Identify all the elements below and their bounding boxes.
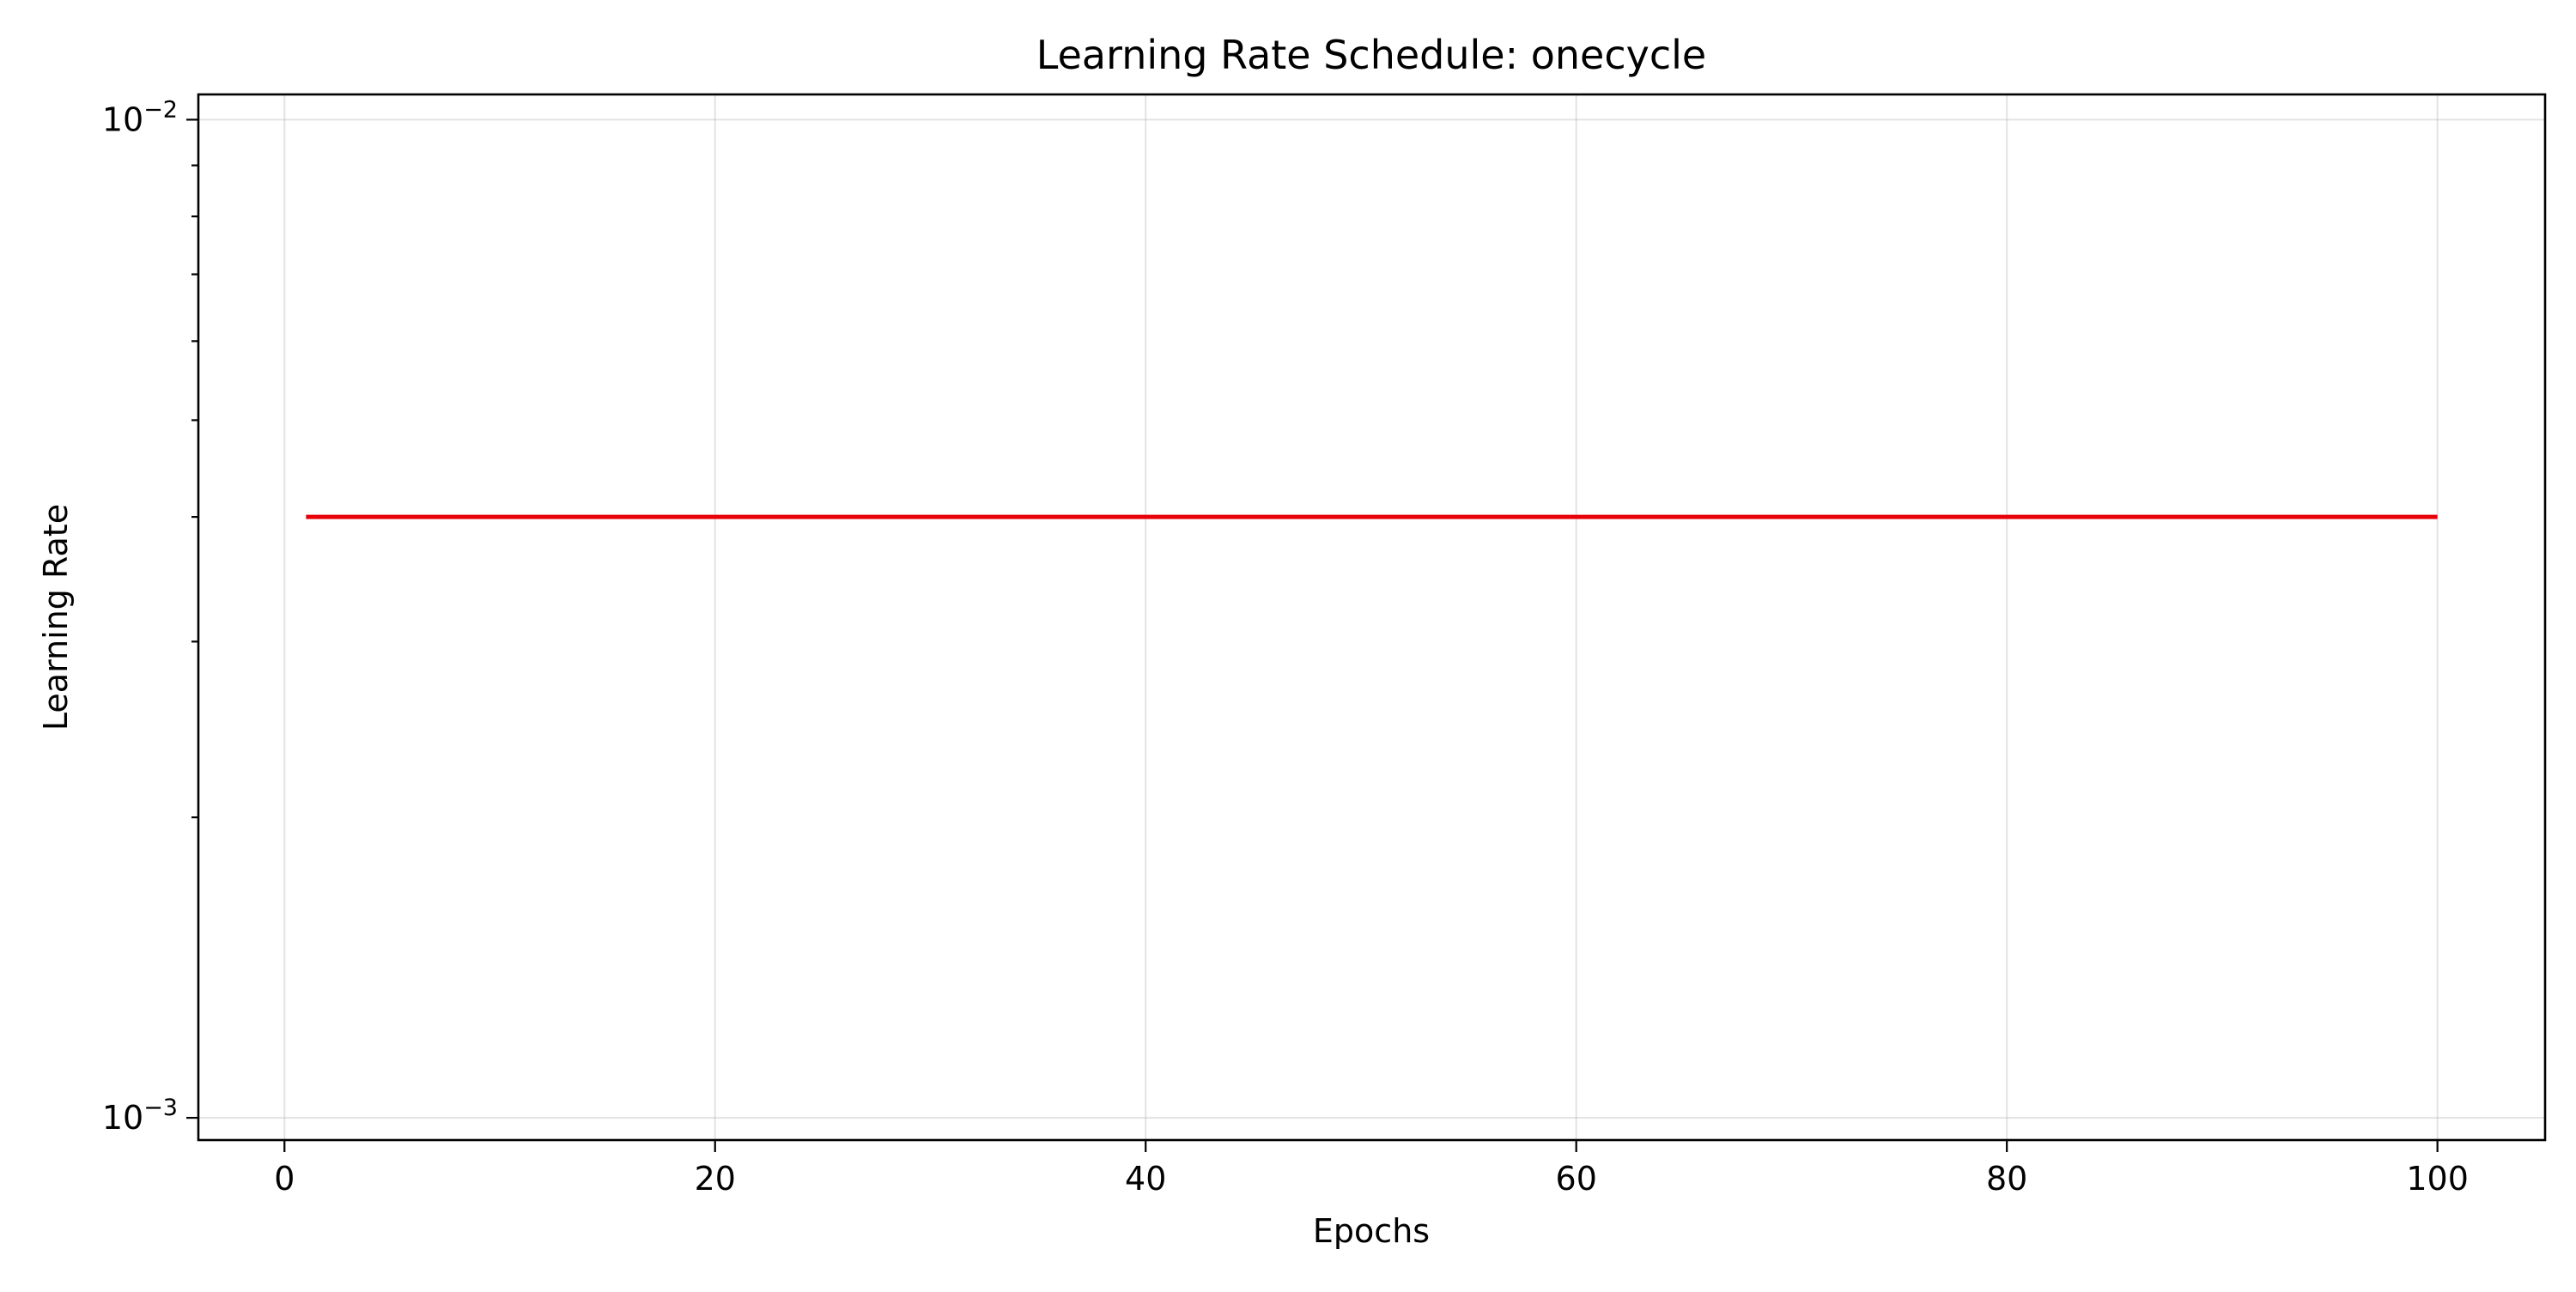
x-tick-label: 20 <box>695 1160 736 1198</box>
y-tick-label-exponent: −2 <box>143 96 178 123</box>
x-axis-label: Epochs <box>1313 1212 1430 1250</box>
x-tick-label: 100 <box>2406 1160 2469 1198</box>
y-tick-label-exponent: −3 <box>143 1095 178 1121</box>
plot-area-frame <box>197 93 2547 1142</box>
grid-layer <box>198 94 2545 1140</box>
y-tick-label-base: 10 <box>102 100 143 138</box>
chart-title: Learning Rate Schedule: onecycle <box>1036 32 1706 78</box>
y-axis-label: Learning Rate <box>37 504 75 731</box>
y-tick-label: 10−3 <box>102 1095 178 1137</box>
y-tick-label: 10−2 <box>102 96 178 138</box>
x-tick-label: 0 <box>274 1160 295 1198</box>
x-tick-label: 40 <box>1125 1160 1166 1198</box>
x-tick-label: 60 <box>1556 1160 1597 1198</box>
x-tick-label: 80 <box>1986 1160 2027 1198</box>
y-tick-label-base: 10 <box>102 1099 143 1137</box>
